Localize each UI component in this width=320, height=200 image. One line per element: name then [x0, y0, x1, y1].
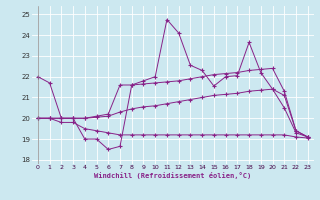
X-axis label: Windchill (Refroidissement éolien,°C): Windchill (Refroidissement éolien,°C) [94, 172, 252, 179]
